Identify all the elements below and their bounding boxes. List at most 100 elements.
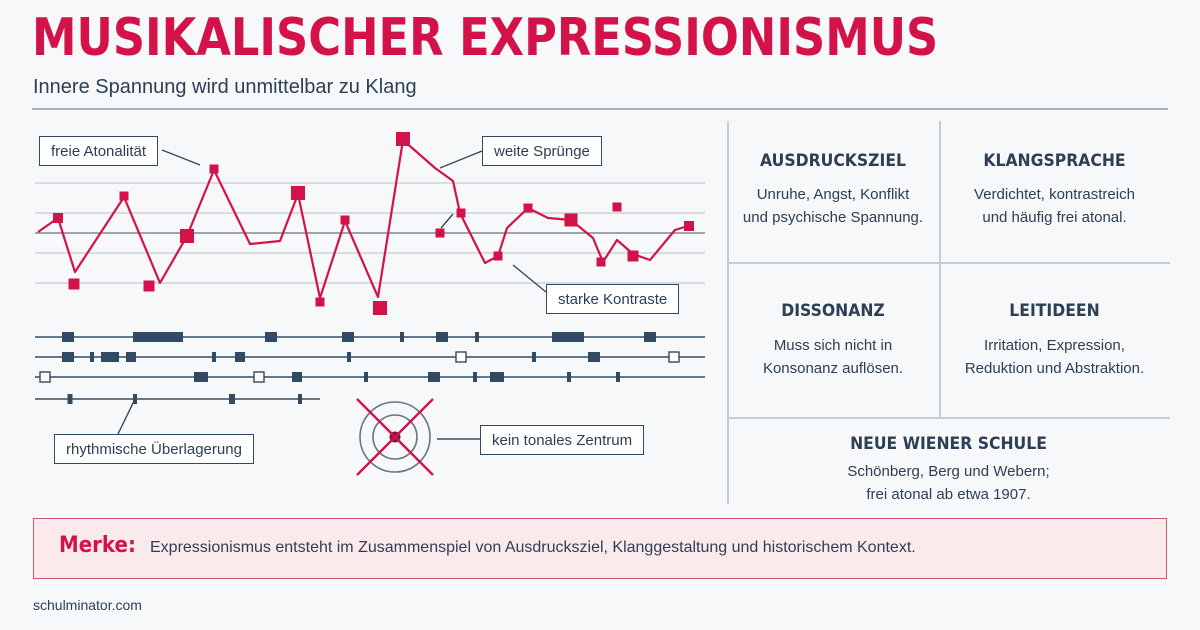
cell-text: Irritation, Expression, — [984, 337, 1125, 354]
page-subtitle: Innere Spannung wird unmittelbar zu Klan… — [33, 76, 417, 98]
rhythm-block — [644, 332, 656, 342]
callout-no-center: kein tonales Zentrum — [480, 425, 645, 455]
callout-connectors — [117, 149, 547, 440]
note-marker — [564, 213, 578, 227]
rhythm-block — [588, 352, 600, 362]
callout-rhythm: rhythmische Überlagerung — [54, 434, 254, 464]
note-marker — [493, 251, 503, 261]
rhythm-block — [298, 394, 302, 404]
rhythm-block — [473, 372, 477, 382]
cell-title: NEUE WIENER SCHULE — [850, 434, 1047, 454]
outer-ring — [359, 401, 431, 473]
merke-text: Expressionismus entsteht im Zusammenspie… — [150, 539, 916, 556]
rhythm-block — [342, 332, 354, 342]
cell-title: DISSONANZ — [781, 301, 885, 321]
rhythm-block — [347, 352, 351, 362]
grid-divider — [727, 121, 729, 504]
callout-leaps: weite Sprünge — [482, 136, 602, 166]
cell-title: KLANGSPRACHE — [983, 151, 1126, 171]
note-marker — [684, 221, 694, 231]
grid-divider — [939, 121, 941, 417]
rhythm-block — [133, 332, 183, 342]
note-marker — [596, 257, 606, 267]
rhythm-block — [212, 352, 216, 362]
note-marker — [340, 215, 350, 225]
cell-title: AUSDRUCKSZIEL — [760, 151, 906, 171]
cell-ausdrucksziel: AUSDRUCKSZIEL Unruhe, Angst, Konflikt un… — [727, 151, 939, 229]
note-marker — [53, 213, 63, 223]
rhythm-block — [101, 352, 119, 362]
cell-neue-wiener-schule: NEUE WIENER SCHULE Schönberg, Berg und W… — [727, 434, 1170, 506]
note-marker — [291, 186, 305, 200]
cell-leitideen: LEITIDEEN Irritation, Expression, Redukt… — [939, 301, 1170, 380]
grid-divider — [727, 262, 1170, 264]
cross-stroke — [356, 398, 434, 476]
rhythm-block — [616, 372, 620, 382]
note-marker — [180, 229, 194, 243]
cell-text: und häufig frei atonal. — [982, 209, 1127, 226]
rhythm-block — [62, 332, 74, 342]
rhythm-rest — [39, 371, 51, 383]
connector-line — [439, 150, 483, 169]
note-marker — [396, 132, 410, 146]
merke-box: Merke: Expressionismus entsteht im Zusam… — [33, 518, 1167, 579]
rhythm-block — [475, 332, 479, 342]
rhythm-block — [552, 332, 584, 342]
rhythm-block — [62, 352, 74, 362]
note-marker — [523, 203, 533, 213]
page-title: MUSIKALISCHER EXPRESSIONISMUS — [32, 8, 939, 68]
staff-lines — [35, 182, 705, 284]
footer-source: schulminator.com — [33, 597, 142, 613]
rhythm-block — [235, 352, 245, 362]
note-marker — [68, 278, 80, 290]
note-marker — [373, 301, 387, 315]
cell-text: Unruhe, Angst, Konflikt — [756, 186, 910, 203]
connector-line — [117, 398, 136, 435]
rhythm-block — [292, 372, 302, 382]
cell-text: Reduktion und Abstraktion. — [964, 360, 1145, 377]
rhythm-rest — [668, 351, 680, 363]
rhythm-block — [532, 352, 536, 362]
cell-text: und psychische Spannung. — [742, 209, 924, 226]
grid-divider — [727, 417, 1170, 419]
connector-line — [440, 213, 454, 229]
rhythm-block — [428, 372, 440, 382]
cell-text: Konsonanz auflösen. — [762, 360, 904, 377]
title-divider — [32, 108, 1168, 110]
rhythm-rest — [253, 371, 265, 383]
melody-notes — [53, 132, 694, 315]
rhythm-block — [436, 332, 448, 342]
rhythm-block — [490, 372, 504, 382]
note-marker — [315, 297, 325, 307]
rhythm-block — [67, 394, 73, 404]
rhythm-block — [364, 372, 368, 382]
cell-klangsprache: KLANGSPRACHE Verdichtet, kontrastreich u… — [939, 151, 1170, 229]
cell-text: frei atonal ab etwa 1907. — [866, 486, 1031, 503]
rhythm-tracks — [35, 332, 705, 404]
note-marker — [456, 208, 466, 218]
rhythm-block — [400, 332, 404, 342]
callout-contrasts: starke Kontraste — [546, 284, 680, 314]
note-marker — [143, 280, 155, 292]
cell-text: Verdichtet, kontrastreich — [974, 186, 1135, 203]
note-marker — [119, 191, 129, 201]
rhythm-block — [90, 352, 94, 362]
connector-line — [161, 149, 201, 166]
rhythm-block — [194, 372, 208, 382]
callout-atonality: freie Atonalität — [39, 136, 159, 166]
rhythm-block — [567, 372, 571, 382]
no-tonal-center-icon — [356, 398, 434, 476]
rhythm-block — [126, 352, 136, 362]
merke-label: Merke: — [59, 533, 136, 558]
rhythm-block — [229, 394, 235, 404]
rhythm-block — [265, 332, 277, 342]
info-grid: AUSDRUCKSZIEL Unruhe, Angst, Konflikt un… — [727, 121, 1170, 504]
inner-ring — [372, 414, 418, 460]
connector-line — [512, 264, 547, 293]
rhythm-rest — [455, 351, 467, 363]
note-marker — [612, 202, 622, 212]
note-marker — [627, 250, 639, 262]
note-marker — [209, 164, 219, 174]
cell-dissonanz: DISSONANZ Muss sich nicht in Konsonanz a… — [727, 301, 939, 380]
